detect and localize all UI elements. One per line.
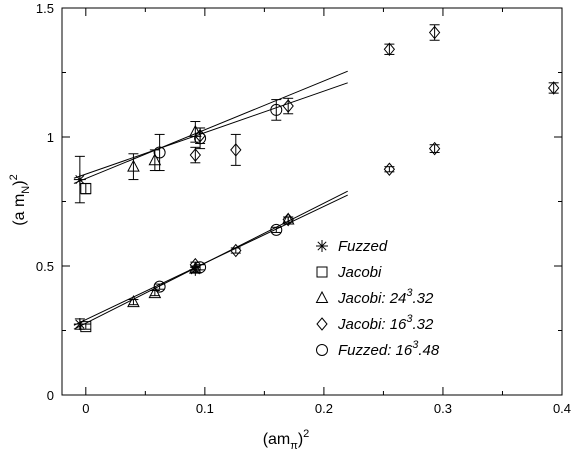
error-bar (384, 43, 395, 55)
data-markers (73, 25, 560, 333)
x-tick-label: 0 (82, 401, 89, 416)
fit-lines (73, 70, 348, 330)
y-tick-label: 1.5 (36, 1, 54, 16)
legend-marker-circle (316, 344, 328, 356)
legend-label: Jacobi: 163.32 (337, 313, 434, 333)
data-point-circle (270, 223, 283, 236)
error-bar (230, 133, 241, 166)
error-bar (80, 182, 91, 195)
error-bar (271, 226, 282, 233)
data-point-diamond (282, 99, 294, 113)
error-bar (190, 146, 201, 164)
data-point-diamond (383, 162, 396, 177)
data-point-diamond (230, 243, 242, 258)
x-tick-label: 0.2 (315, 401, 333, 416)
x-tick-label: 0.3 (434, 401, 452, 416)
axis-ticks: 0 0.1 0.2 0.3 0.4 0 0.5 1 1.5 (36, 1, 571, 416)
data-point-diamond (428, 25, 441, 40)
data-point-triangle (127, 295, 140, 308)
data-point-square (80, 321, 92, 333)
data-point-triangle (148, 286, 162, 299)
fit-line (73, 82, 348, 179)
data-point-diamond (189, 148, 201, 162)
error-bar (128, 299, 139, 306)
data-point-diamond (383, 42, 396, 57)
y-tick-label: 0 (47, 388, 54, 403)
y-axis-label: (a mN)2 (8, 174, 32, 225)
data-point-triangle (127, 159, 140, 172)
x-tick-label: 0.4 (553, 401, 571, 416)
data-point-circle (153, 280, 166, 293)
data-point-diamond (428, 141, 441, 156)
y-tick-label: 1 (47, 130, 54, 145)
fit-line (73, 70, 348, 184)
error-bar (149, 290, 160, 297)
legend-marker-triangle (315, 290, 329, 303)
data-point-triangle (281, 212, 295, 225)
error-bar (429, 144, 440, 153)
fit-line (73, 194, 348, 326)
data-point-star (73, 173, 86, 186)
error-bars (74, 24, 559, 330)
error-bar (283, 97, 294, 115)
data-point-star (73, 318, 86, 331)
legend-marker-star (316, 240, 328, 252)
data-point-circle (270, 103, 283, 116)
data-point-circle (194, 261, 207, 274)
plot-frame (61, 7, 563, 396)
error-bar (128, 153, 139, 181)
data-point-diamond (548, 81, 560, 95)
legend-label: Jacobi (337, 264, 382, 281)
y-tick-label: 0.5 (36, 259, 54, 274)
x-axis-label: (amπ)2 (263, 428, 310, 452)
x-tick-label: 0.1 (196, 401, 214, 416)
data-point-diamond (230, 143, 242, 157)
legend-marker-diamond (316, 317, 328, 331)
data-point-circle (194, 132, 207, 145)
data-point-triangle (148, 153, 162, 166)
legend-marker-square (316, 266, 328, 278)
error-bar (429, 24, 440, 41)
legend-label: Jacobi: 243.32 (337, 287, 434, 307)
legend: Fuzzed Jacobi Jacobi: 243.32 Jacobi: 163.32… (315, 238, 440, 359)
data-point-square (80, 183, 92, 195)
data-point-diamond (282, 212, 294, 227)
data-point-circle (153, 146, 166, 159)
error-bar (548, 82, 559, 94)
legend-label: Fuzzed: 163.48 (338, 339, 440, 359)
legend-label: Fuzzed (338, 238, 388, 255)
error-bar (271, 99, 282, 121)
